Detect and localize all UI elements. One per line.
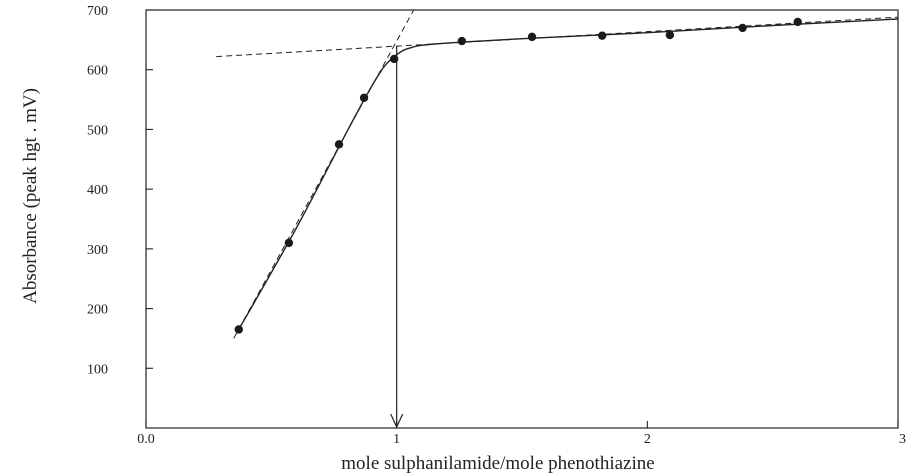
data-points	[234, 17, 802, 334]
extrapolation-lines	[216, 10, 898, 339]
y-tick-label: 400	[87, 183, 108, 198]
data-point	[457, 36, 467, 46]
equivalence-arrowhead	[390, 413, 404, 429]
y-axis-ticks: 100 200 300 400 500 600 700	[87, 4, 153, 377]
data-point	[738, 23, 747, 33]
x-axis-ticks: 0.0 1 2 3	[137, 421, 906, 447]
data-point	[389, 54, 399, 64]
x-tick-label: 3	[899, 432, 906, 447]
data-point	[284, 238, 294, 248]
fit-curve	[238, 18, 899, 330]
equivalence-marker	[390, 45, 404, 429]
y-tick-label: 300	[87, 243, 108, 258]
data-point	[527, 32, 537, 42]
x-tick-label: 0.0	[137, 432, 155, 447]
x-axis-label: mole sulphanilamide/mole phenothiazine	[341, 453, 654, 474]
y-tick-label: 100	[87, 362, 108, 377]
data-point	[665, 30, 675, 40]
data-point	[359, 93, 369, 102]
y-tick-label: 700	[87, 4, 108, 19]
plot-frame	[145, 9, 899, 429]
data-point	[234, 325, 243, 334]
y-tick-label: 500	[87, 123, 108, 138]
x-tick-label: 1	[393, 432, 400, 447]
data-point	[793, 17, 802, 27]
x-tick-label: 2	[644, 432, 651, 447]
data-point	[334, 140, 344, 149]
y-tick-label: 600	[87, 64, 108, 79]
y-axis-label: Absorbance (peak hgt . mV)	[20, 88, 41, 304]
y-tick-label: 200	[87, 303, 108, 318]
data-point	[598, 31, 607, 40]
